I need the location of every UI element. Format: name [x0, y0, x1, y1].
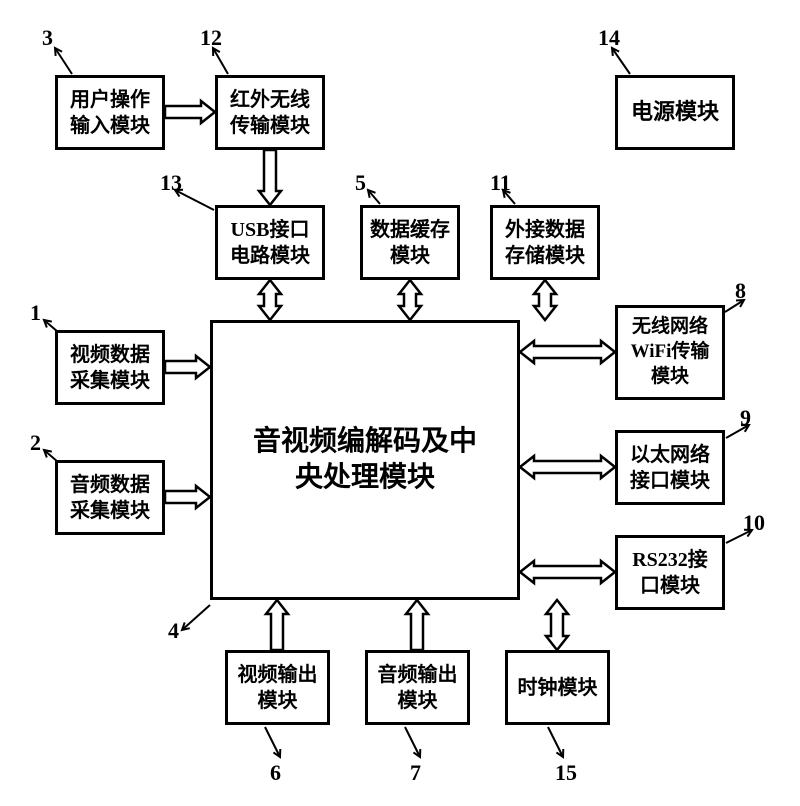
ref-number-5: 5 — [355, 170, 366, 196]
module-box-2: 音频数据采集模块 — [55, 460, 165, 535]
ref-number-9: 9 — [740, 405, 751, 431]
diagram-canvas: 音视频编解码及中央处理模块 视频数据采集模块音频数据采集模块用户操作输入模块 红外… — [0, 0, 800, 806]
ref-number-4: 4 — [168, 618, 179, 644]
module-label: 视频输出模块 — [238, 662, 318, 714]
central-module-label: 音视频编解码及中央处理模块 — [253, 424, 477, 497]
module-label: 音频数据采集模块 — [70, 472, 150, 524]
ref-number-7: 7 — [410, 760, 421, 786]
ref-number-2: 2 — [30, 430, 41, 456]
module-box-14: 电源模块 — [615, 75, 735, 150]
ref-number-11: 11 — [490, 170, 511, 196]
module-label: RS232接口模块 — [632, 547, 708, 599]
module-label: 以太网络接口模块 — [630, 442, 710, 494]
central-module-box: 音视频编解码及中央处理模块 — [210, 320, 520, 600]
ref-number-13: 13 — [160, 170, 182, 196]
ref-number-6: 6 — [270, 760, 281, 786]
module-label: USB接口电路模块 — [230, 217, 310, 269]
module-box-12: 红外无线传输模块 — [215, 75, 325, 150]
module-label: 时钟模块 — [518, 675, 598, 701]
module-box-9: 以太网络接口模块 — [615, 430, 725, 505]
module-label: 数据缓存模块 — [370, 217, 450, 269]
module-box-10: RS232接口模块 — [615, 535, 725, 610]
module-label: 音频输出模块 — [378, 662, 458, 714]
module-label: 外接数据存储模块 — [505, 217, 585, 269]
module-label: 视频数据采集模块 — [70, 342, 150, 394]
ref-number-12: 12 — [200, 25, 222, 51]
ref-number-14: 14 — [598, 25, 620, 51]
module-box-15: 时钟模块 — [505, 650, 610, 725]
module-box-3: 用户操作输入模块 — [55, 75, 165, 150]
module-label: 无线网络WiFi传输模块 — [631, 315, 710, 389]
ref-number-10: 10 — [743, 510, 765, 536]
module-label: 电源模块 — [631, 98, 719, 127]
ref-number-1: 1 — [30, 300, 41, 326]
module-box-7: 音频输出模块 — [365, 650, 470, 725]
ref-number-15: 15 — [555, 760, 577, 786]
module-box-6: 视频输出模块 — [225, 650, 330, 725]
module-label: 红外无线传输模块 — [230, 87, 310, 139]
module-box-13: USB接口电路模块 — [215, 205, 325, 280]
module-box-8: 无线网络WiFi传输模块 — [615, 305, 725, 400]
module-box-5: 数据缓存模块 — [360, 205, 460, 280]
ref-number-3: 3 — [42, 25, 53, 51]
module-box-1: 视频数据采集模块 — [55, 330, 165, 405]
ref-number-8: 8 — [735, 278, 746, 304]
module-label: 用户操作输入模块 — [70, 87, 150, 139]
module-box-11: 外接数据存储模块 — [490, 205, 600, 280]
